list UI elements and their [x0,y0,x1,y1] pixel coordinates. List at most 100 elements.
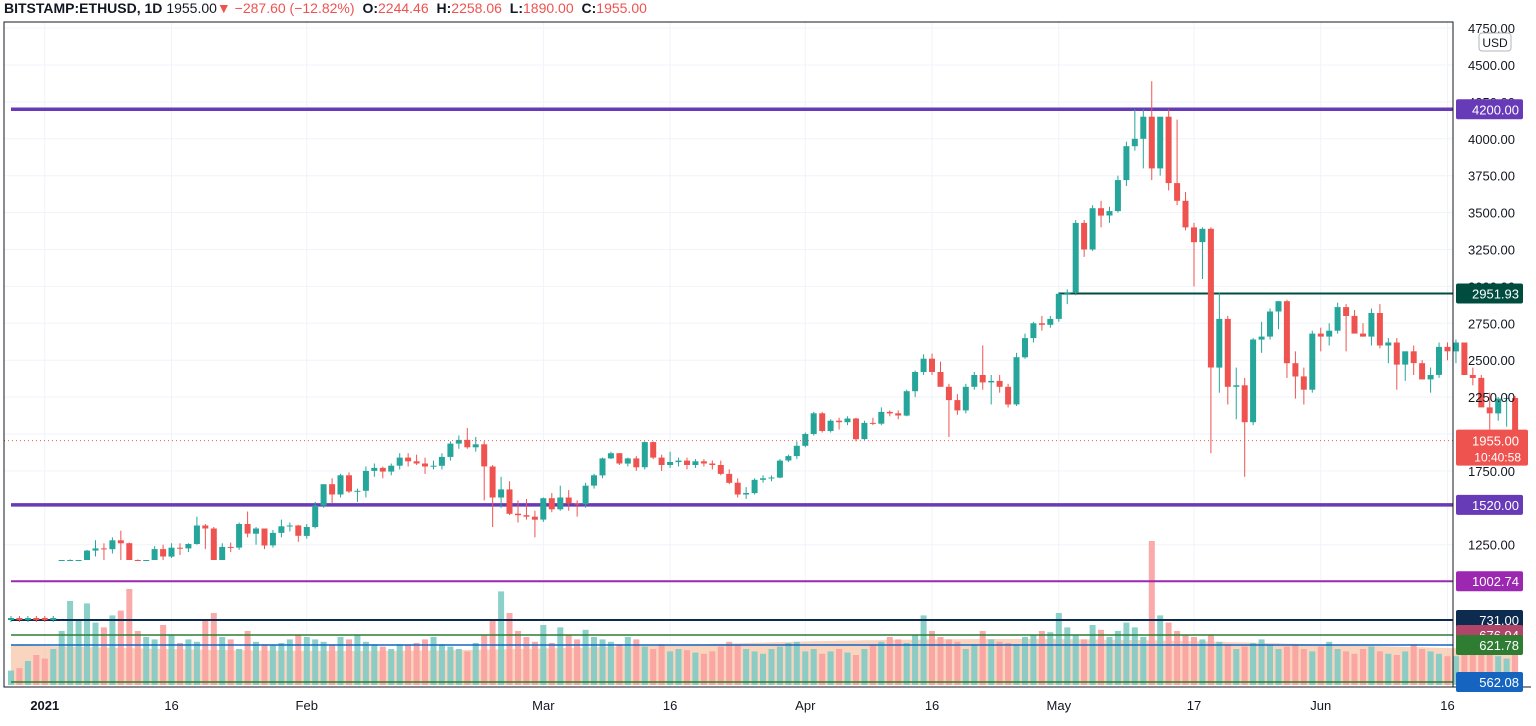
candle-body [996,380,1003,387]
level-tag-621-78-bg [1456,635,1523,655]
candle-body [193,525,200,544]
volume-bar [210,613,217,685]
volume-bar [303,637,310,685]
volume-bar [346,639,352,685]
candle-body [624,458,631,464]
candle-body [565,497,572,504]
candle-body [1022,338,1028,358]
candle-body [1393,342,1400,365]
candle-body [1114,180,1121,212]
level-tag-1002-74-bg [1456,571,1523,592]
volume-bar [1300,649,1307,685]
volume-bar [1038,631,1045,685]
candle-body [1013,357,1020,405]
volume-bar [650,649,657,685]
volume-bar [253,641,259,685]
volume-bar [768,649,775,685]
level-tag-2951-93-text: 2951.93 [1472,286,1519,301]
candle-body [1241,385,1248,423]
volume-bar [422,639,428,685]
symbol-title[interactable]: BITSTAMP:ETHUSD, 1D [4,0,163,16]
volume-bar [286,639,293,685]
volume-bar [489,619,496,685]
candle-body [684,460,690,465]
volume-bar [1131,627,1138,685]
volume-bar [481,634,488,685]
candle-body [396,457,403,466]
candle-body [1444,346,1451,352]
candle-body [489,466,496,498]
volume-bar [1241,646,1248,685]
time-tick-label: 17 [1187,698,1201,713]
candle-body [1106,211,1113,216]
volume-bar [1106,637,1113,685]
candle-body [920,358,927,372]
candle-body [844,418,851,423]
candle-body [498,489,505,498]
open-value: 2244.46 [378,0,429,16]
volume-bar [1376,651,1383,685]
volume-bar [565,634,572,685]
candle-body [143,560,150,561]
volume-bar [1326,641,1333,685]
volume-bar [827,651,834,685]
currency-box[interactable] [1478,32,1512,52]
low-label: L: [509,0,523,16]
candle-body [751,479,758,494]
candle-body [793,445,800,457]
volume-bar [1140,637,1147,685]
candle-body [1376,313,1383,346]
candle-body [1055,293,1062,319]
volume-bar [599,639,606,685]
candle-body [362,470,369,491]
candle-body [1199,228,1206,243]
candle-body [726,473,733,483]
volume-bar [912,634,919,685]
candle-body [202,525,209,529]
volume-bar [92,622,99,685]
candle-body [1503,398,1510,399]
volume-bar [675,649,682,685]
volume-bar [100,627,107,685]
price-tick-label: 3250.00 [1468,243,1515,258]
candle-body [447,443,454,457]
volume-bar [717,646,724,685]
level-tag-2951-93-bg [1456,283,1523,304]
candle-body [869,422,876,424]
volume-bar [920,615,927,685]
plot-border [3,21,1454,688]
candle-body [1233,385,1240,387]
volume-bar [853,655,859,685]
horizontal-levels[interactable] [11,107,1453,683]
volume-bar [1148,541,1155,685]
volume-bar [1444,656,1451,685]
candle-body [58,560,65,561]
volume-bar [498,591,505,685]
level-tag-1520-00: 1520.00 [1456,494,1523,515]
time-axis[interactable]: 202116FebMar16Apr16May17Jun16Jul16Aug16 [4,686,1536,713]
candle-body [388,465,395,472]
candle-body [591,475,597,486]
volume-bar [751,651,758,685]
volume-bar [802,651,809,685]
candle-body [979,375,986,383]
volume-bar [743,649,750,685]
volume-bar [709,651,716,685]
candle-body [903,391,910,416]
volume-bar [185,639,192,685]
candle-body [244,524,251,534]
candle-body [286,525,293,527]
candle-body [481,444,488,467]
candle-body [1385,342,1392,346]
volume-bar [362,641,369,685]
candle-body [117,540,124,544]
candle-body [700,461,707,464]
candle-body [1402,351,1409,365]
volume-bar [869,644,876,685]
candle-body [1005,386,1012,405]
volume-bar [658,644,665,685]
volume-bar [667,651,674,685]
volume-bar [455,649,462,685]
volume-bar [337,637,344,685]
